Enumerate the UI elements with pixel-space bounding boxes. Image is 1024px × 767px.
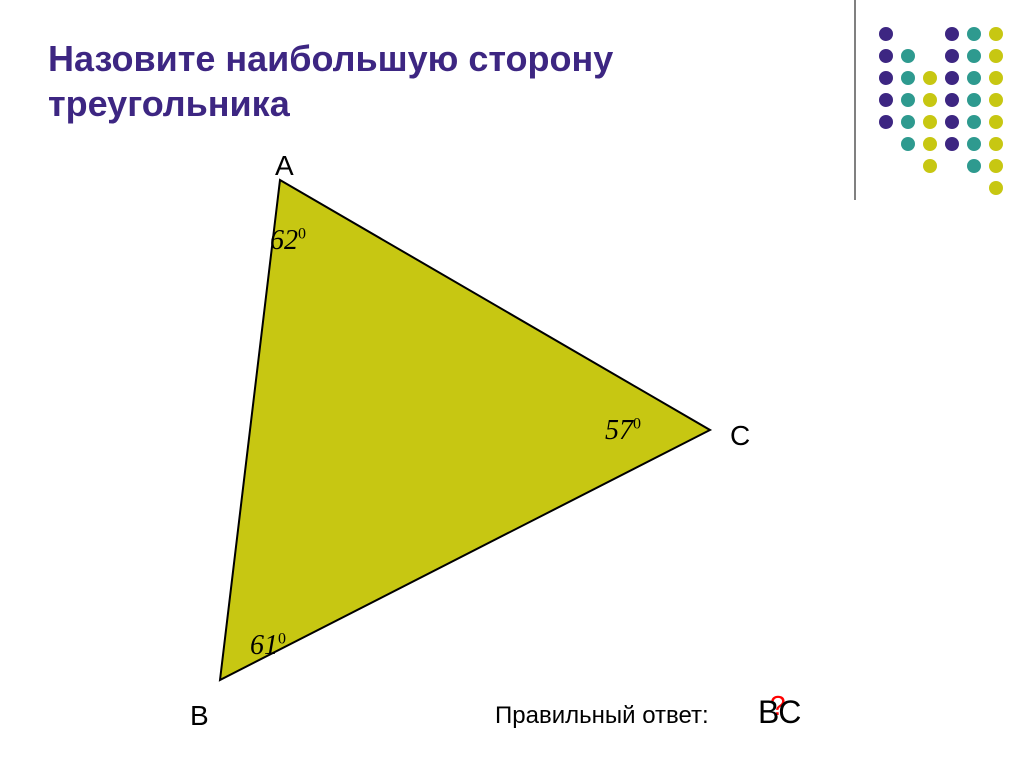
vertex-label-b: В bbox=[190, 700, 209, 732]
angle-label-a: 620 bbox=[270, 225, 306, 257]
answer-label: Правильный ответ: bbox=[495, 702, 709, 730]
vertex-label-c: С bbox=[730, 420, 750, 452]
angle-label-c: 570 bbox=[605, 415, 641, 447]
angle-label-b: 610 bbox=[250, 630, 286, 662]
vertex-label-a: А bbox=[275, 150, 294, 182]
triangle-figure bbox=[100, 160, 800, 740]
vertical-divider bbox=[854, 0, 856, 200]
answer-value: ВС bbox=[758, 694, 801, 731]
corner-dot-decoration bbox=[876, 24, 1016, 214]
slide-title: Назовите наибольшую сторону треугольника bbox=[48, 36, 768, 126]
